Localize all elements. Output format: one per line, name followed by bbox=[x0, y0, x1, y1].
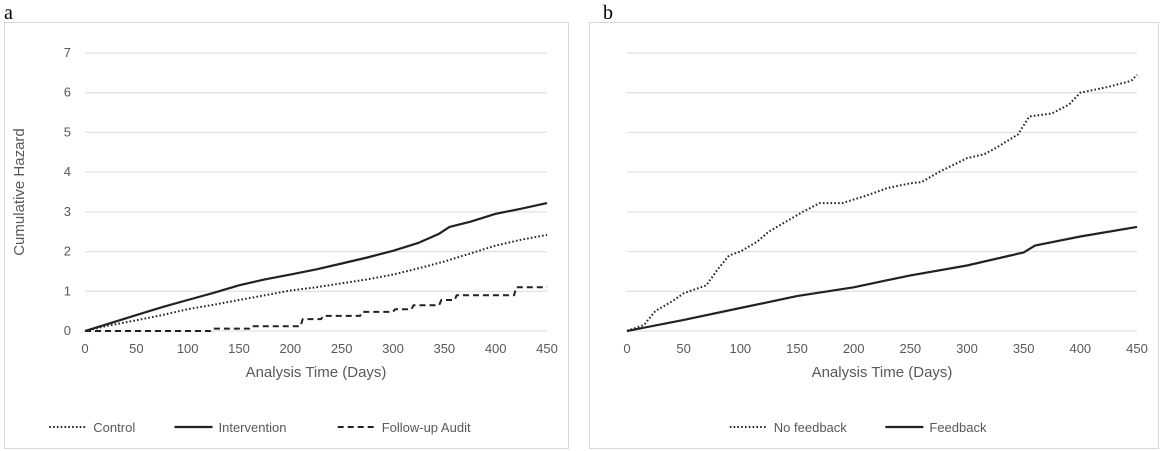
chart-b: 0 50 100 150 200 250 300 350 400 450 Analysis Time… bbox=[589, 22, 1159, 449]
legend-label: Feedback bbox=[929, 420, 987, 435]
y-tick-label: 2 bbox=[64, 244, 71, 259]
x-tick-label: 150 bbox=[228, 341, 250, 356]
chart-a: 0 1 2 3 4 5 6 7 0 50 100 150 200 250 300 350 400 450 Analy… bbox=[4, 22, 569, 449]
y-tick-label: 7 bbox=[64, 45, 71, 60]
series-line-feedback bbox=[626, 225, 1138, 333]
legend-label: Follow-up Audit bbox=[382, 420, 471, 435]
panel-letter-b: b bbox=[603, 2, 613, 24]
legend-label: Control bbox=[93, 420, 135, 435]
y-tick-label: 0 bbox=[64, 323, 71, 338]
x-tick-label: 150 bbox=[786, 341, 808, 356]
y-axis-title: Cumulative Hazard bbox=[11, 128, 28, 256]
series-line-no-feedback bbox=[626, 74, 1138, 332]
panel-letter-a: a bbox=[4, 2, 13, 24]
x-tick-label: 50 bbox=[676, 341, 690, 356]
x-tick-label: 400 bbox=[1069, 341, 1091, 356]
legend-label: Intervention bbox=[219, 420, 287, 435]
x-tick-label: 300 bbox=[956, 341, 978, 356]
y-tick-label: 4 bbox=[64, 164, 71, 179]
x-tick-label: 400 bbox=[485, 341, 507, 356]
x-tick-label: 250 bbox=[899, 341, 921, 356]
x-tick-label: 0 bbox=[623, 341, 630, 356]
x-tick-label: 100 bbox=[729, 341, 751, 356]
y-tick-label: 6 bbox=[64, 85, 71, 100]
x-tick-label: 200 bbox=[843, 341, 865, 356]
chart-frame bbox=[589, 22, 1159, 449]
y-tick-label: 1 bbox=[64, 283, 71, 298]
series-line-follow-up-audit bbox=[85, 286, 547, 332]
x-axis-title: Analysis Time (Days) bbox=[812, 364, 953, 381]
x-tick-label: 450 bbox=[1126, 341, 1148, 356]
x-tick-label: 300 bbox=[382, 341, 404, 356]
legend-label: No feedback bbox=[774, 420, 847, 435]
x-tick-label: 350 bbox=[433, 341, 455, 356]
x-tick-label: 450 bbox=[536, 341, 558, 356]
x-axis-title: Analysis Time (Days) bbox=[246, 364, 387, 381]
x-tick-label: 350 bbox=[1013, 341, 1035, 356]
y-tick-label: 3 bbox=[64, 204, 71, 219]
x-tick-label: 50 bbox=[129, 341, 143, 356]
y-tick-label: 5 bbox=[64, 124, 71, 139]
x-tick-label: 200 bbox=[279, 341, 301, 356]
chart-frame bbox=[4, 22, 569, 449]
x-tick-label: 0 bbox=[81, 341, 88, 356]
x-tick-label: 250 bbox=[331, 341, 353, 356]
series-line-intervention bbox=[84, 202, 548, 333]
x-tick-label: 100 bbox=[177, 341, 199, 356]
